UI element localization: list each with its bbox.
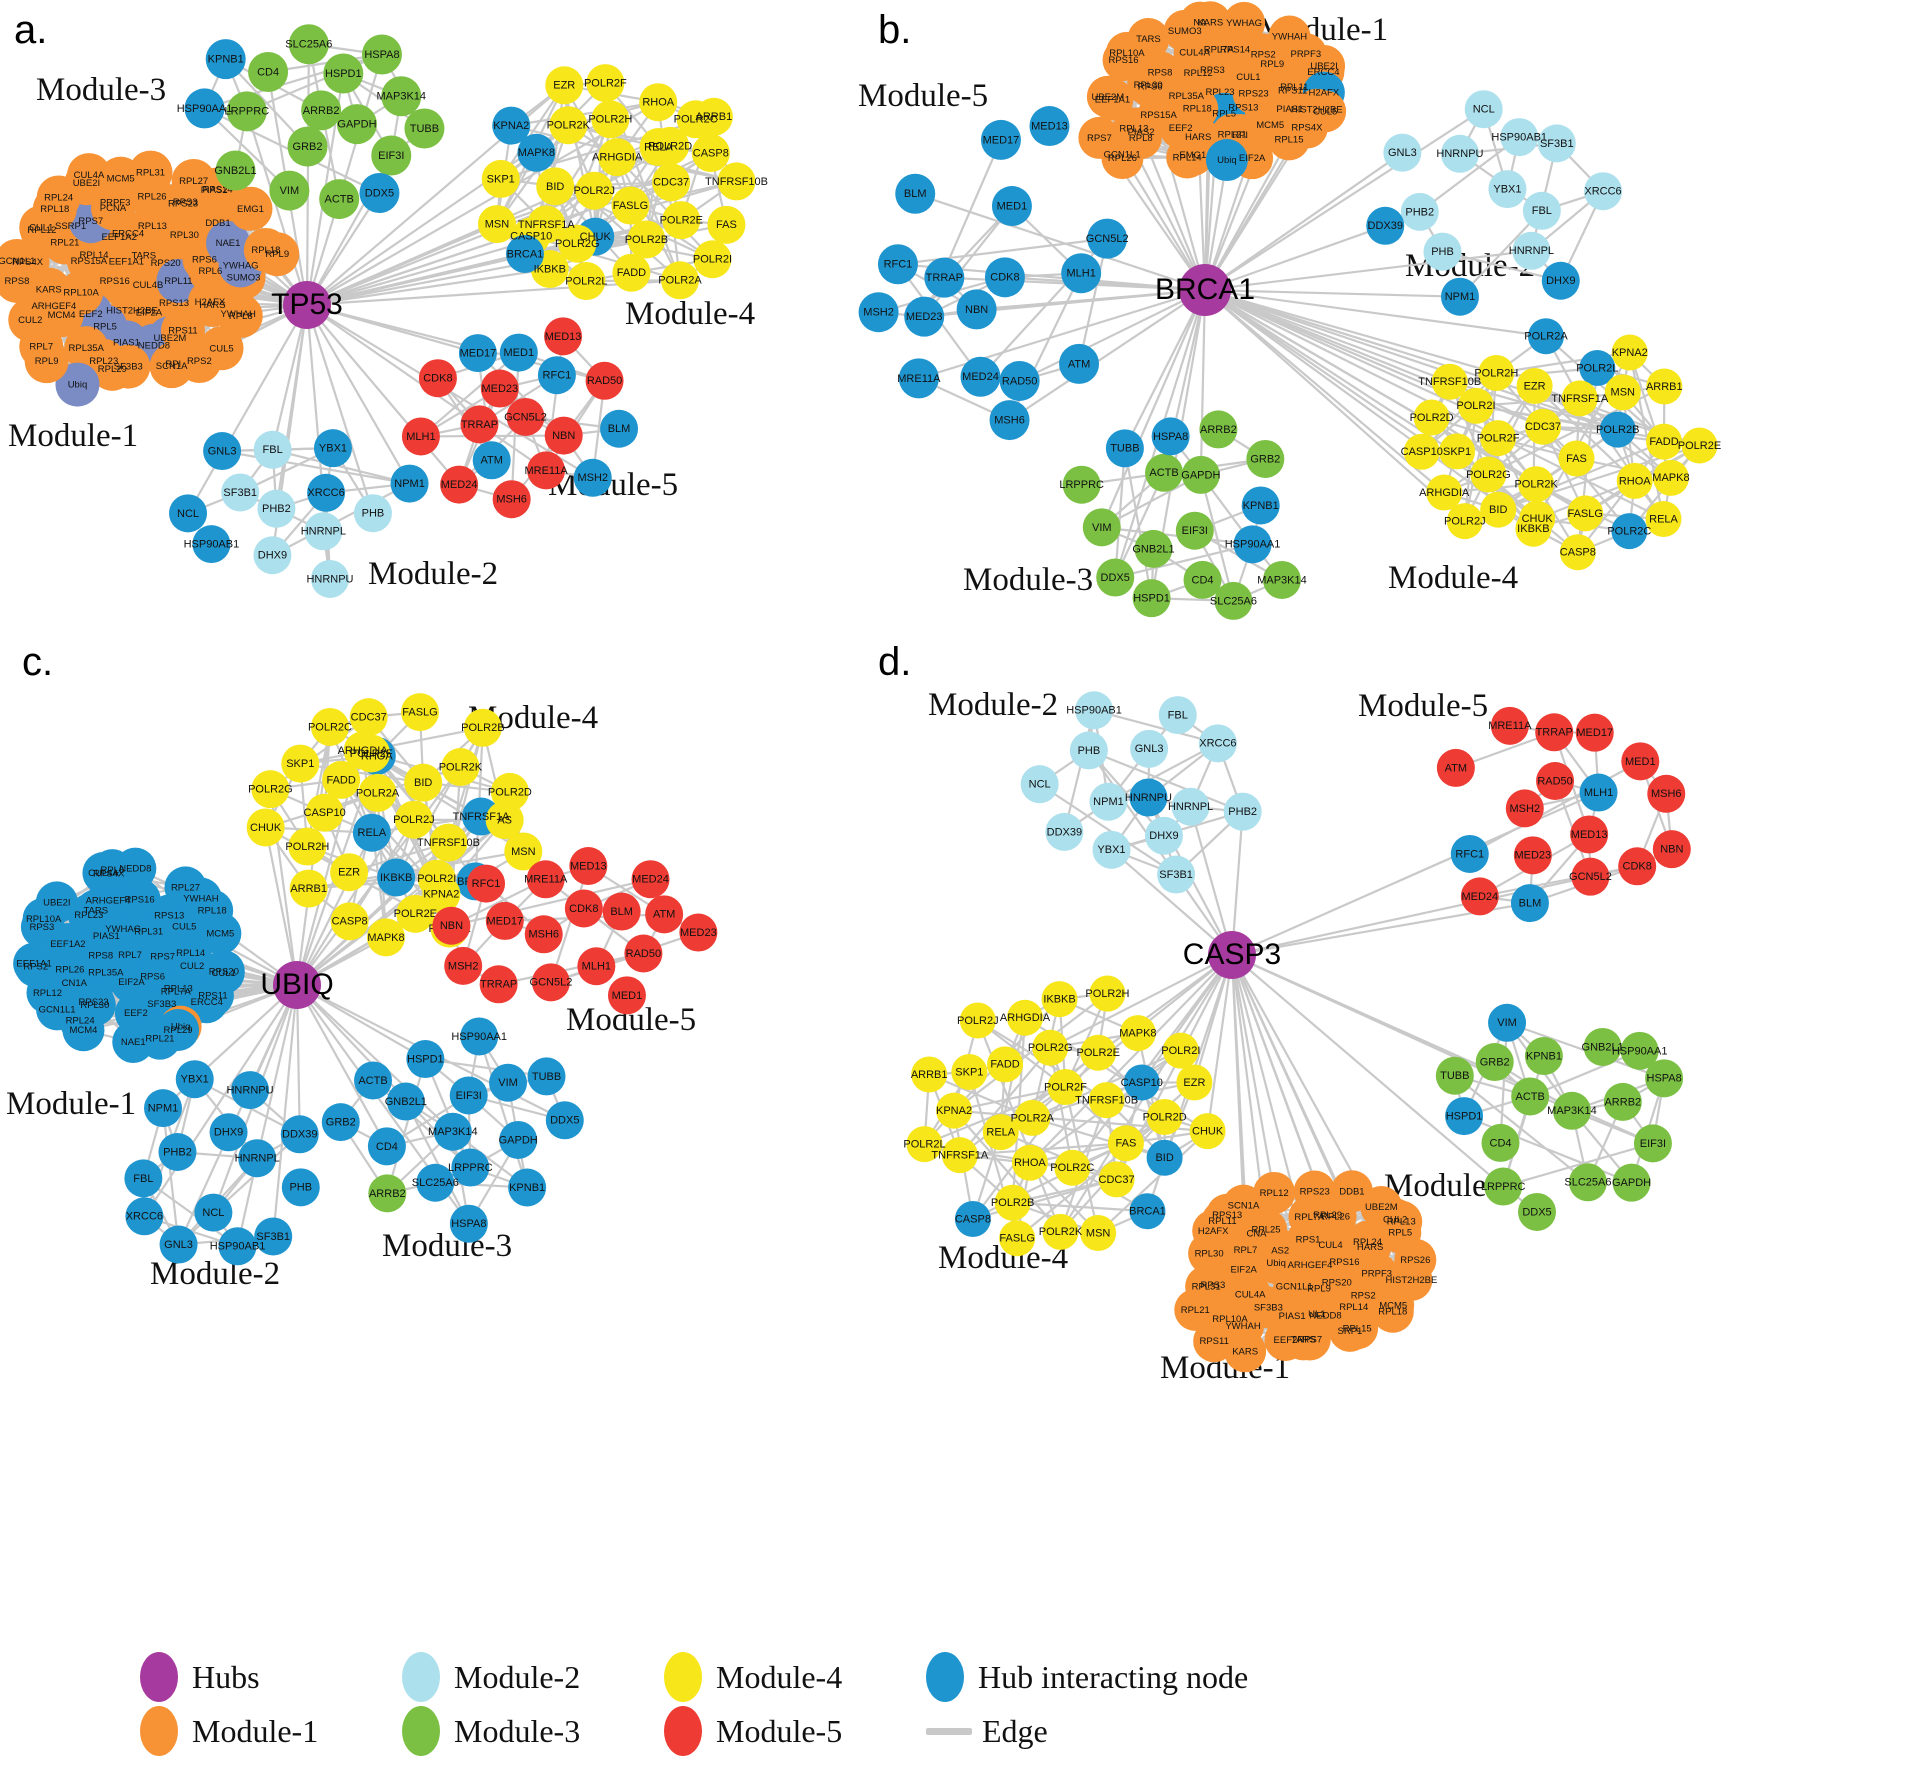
panel-c-module-3-label: Module-3 xyxy=(382,1228,513,1264)
legend-item-module-4: Module-4 xyxy=(664,1650,842,1704)
legend-label-hubs: Hubs xyxy=(192,1658,260,1695)
legend-item-module-5: Module-5 xyxy=(664,1704,842,1758)
panel-a-module-3-label: Module-3 xyxy=(36,72,167,108)
panel-c: c. Module-4 Module-1 Module-5 Module-2 M… xyxy=(0,640,860,1300)
legend-swatch-module-5 xyxy=(664,1706,702,1756)
panel-a-module-1-label: Module-1 xyxy=(8,418,139,454)
svg-text:CASP3: CASP3 xyxy=(1183,938,1281,971)
legend-swatch-module-1 xyxy=(140,1706,178,1756)
panel-b-module-5-label: Module-5 xyxy=(858,78,989,114)
legend-swatch-module-3 xyxy=(402,1706,440,1756)
panel-c-letter: c. xyxy=(22,640,54,684)
panel-a-letter: a. xyxy=(14,8,48,52)
panel-d-letter: d. xyxy=(878,640,912,684)
panel-d-module-5-label: Module-5 xyxy=(1358,688,1489,724)
legend-label-module-2: Module-2 xyxy=(454,1658,581,1695)
panel-a-module-2-label: Module-2 xyxy=(368,556,499,592)
legend: Hubs Module-1 Module-2 Module-3 Module-4 xyxy=(140,1650,1248,1770)
panel-a: a. Module-3 Module-1 Module-2 Module-4 M… xyxy=(0,0,860,640)
legend-label-hub-interacting-node: Hub interacting node xyxy=(978,1658,1249,1695)
legend-swatch-module-4 xyxy=(664,1652,702,1702)
panel-a-module-4-label: Module-4 xyxy=(625,296,756,332)
legend-label-module-3: Module-3 xyxy=(454,1712,581,1749)
legend-item-hubs: Hubs xyxy=(140,1650,318,1704)
panel-b: b. Module-1 Module-5 Module-2 Module-3 M… xyxy=(858,0,1923,660)
legend-label-module-4: Module-4 xyxy=(716,1658,843,1695)
panel-b-network: RPL23RPS13RPL5RPL18RPL35ARPL12RPS3CUL1RP… xyxy=(858,1,1721,620)
panel-d: d. Module-2 Module-5 Module-4 Module-3 M… xyxy=(860,640,1923,1386)
svg-text:TP53: TP53 xyxy=(271,288,343,321)
panel-b-module-4-label: Module-4 xyxy=(1388,560,1519,596)
legend-item-module-2: Module-2 xyxy=(402,1650,580,1704)
legend-label-edge: Edge xyxy=(982,1712,1048,1749)
legend-item-module-3: Module-3 xyxy=(402,1704,580,1758)
panel-b-letter: b. xyxy=(878,8,912,52)
svg-text:UBIQ: UBIQ xyxy=(260,968,333,1001)
panel-a-network: CUL4BRPS13EIF2AHIST2H2BERPS16EEF1A1TARSR… xyxy=(0,24,768,598)
panel-a-module-5-label: Module-5 xyxy=(548,467,679,503)
panel-c-network: CASP8CASP10TNFRSF10BFADDCHUKMSNPOLR2DPOL… xyxy=(13,693,718,1266)
legend-label-module-1: Module-1 xyxy=(192,1712,319,1749)
legend-label-module-5: Module-5 xyxy=(716,1712,843,1749)
panel-d-module-2-label: Module-2 xyxy=(928,687,1059,723)
legend-swatch-hubs xyxy=(140,1652,178,1702)
panel-b-module-3-label: Module-3 xyxy=(963,562,1094,598)
legend-item-module-1: Module-1 xyxy=(140,1704,318,1758)
svg-text:BRCA1: BRCA1 xyxy=(1155,273,1255,306)
legend-swatch-edge xyxy=(926,1727,972,1735)
panel-c-module-1-label: Module-1 xyxy=(6,1086,137,1122)
legend-item-edge: Edge xyxy=(926,1704,1248,1758)
legend-item-hub-interacting-node: Hub interacting node xyxy=(926,1650,1248,1704)
legend-swatch-module-2 xyxy=(402,1652,440,1702)
legend-swatch-hub-interacting-node xyxy=(926,1652,964,1702)
